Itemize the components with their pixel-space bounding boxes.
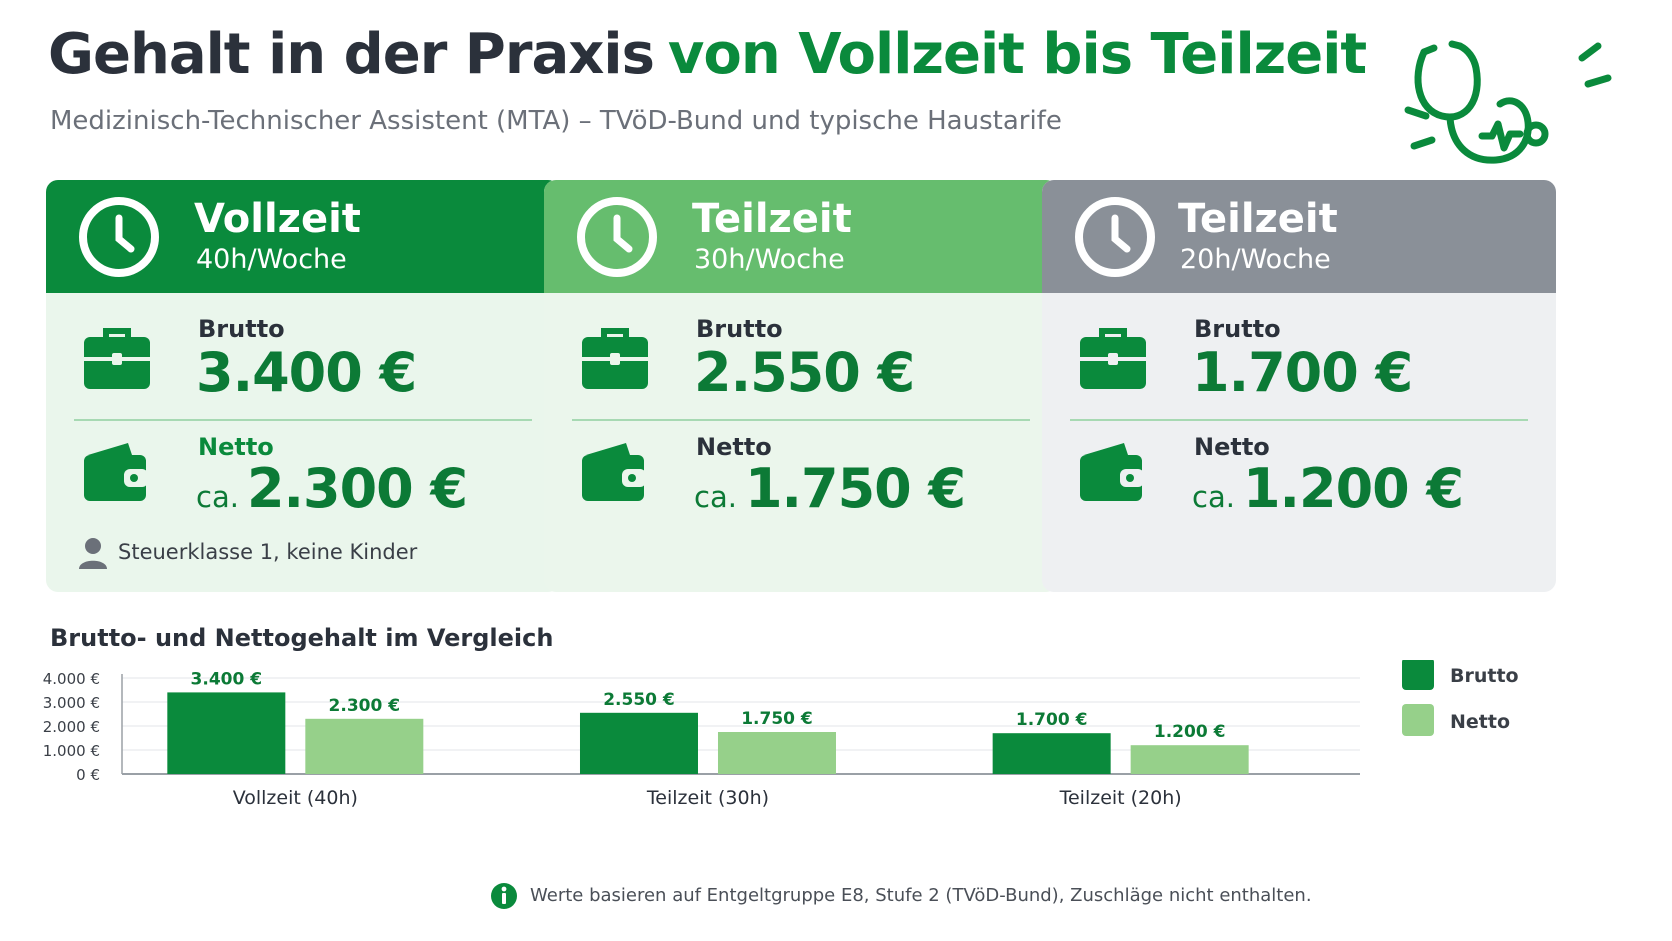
- legend-swatch: [1402, 660, 1434, 690]
- briefcase-icon: [1080, 328, 1146, 389]
- briefcase-icon: [582, 328, 648, 389]
- info-icon: [491, 883, 517, 909]
- page-title: Gehalt in der Praxis von Vollzeit bis Tei…: [48, 22, 1367, 87]
- x-tick-label: Teilzeit (30h): [646, 787, 769, 809]
- y-tick-label: 2.000 €: [43, 718, 100, 736]
- card-title: Teilzeit: [1178, 196, 1338, 242]
- data-label: 3.400 €: [191, 669, 263, 689]
- wallet-icon: [582, 443, 646, 501]
- bar-netto: [305, 718, 424, 774]
- card-divider: [1070, 419, 1528, 421]
- netto-value: 1.200 €: [1242, 457, 1464, 520]
- bar-brutto: [992, 733, 1111, 774]
- netto-row: ca. 1.750 €: [694, 457, 966, 520]
- footnote-text: Werte basieren auf Entgeltgruppe E8, Stu…: [530, 885, 1312, 906]
- data-label: 2.300 €: [329, 696, 401, 716]
- tax-note: Steuerklasse 1, keine Kinder: [78, 537, 417, 569]
- brutto-label: Brutto: [1194, 315, 1281, 343]
- netto-row: ca. 1.200 €: [1192, 457, 1464, 520]
- data-label: 1.750 €: [741, 709, 813, 729]
- bar-netto: [717, 732, 836, 774]
- legend-label: Netto: [1450, 711, 1510, 733]
- netto-approx: ca.: [1192, 480, 1235, 514]
- card-hours: 40h/Woche: [196, 244, 347, 275]
- netto-label: Netto: [696, 433, 772, 461]
- stethoscope-icon: [1404, 40, 1612, 164]
- brutto-value: 1.700 €: [1192, 341, 1413, 404]
- page-subtitle: Medizinisch-Technischer Assistent (MTA) …: [50, 106, 1062, 136]
- y-tick-label: 3.000 €: [43, 694, 100, 712]
- briefcase-icon: [84, 328, 150, 389]
- card-teilzeit-20: Teilzeit 20h/Woche Brutto 1.700 € Netto …: [1042, 180, 1556, 592]
- data-label: 1.200 €: [1154, 722, 1226, 742]
- brutto-label: Brutto: [198, 315, 285, 343]
- data-label: 2.550 €: [603, 690, 675, 710]
- netto-value: 2.300 €: [246, 457, 468, 520]
- title-accent: von Vollzeit bis Teilzeit: [667, 22, 1367, 87]
- card-teilzeit-30: Teilzeit 30h/Woche Brutto 2.550 € Netto …: [544, 180, 1058, 592]
- netto-approx: ca.: [694, 480, 737, 514]
- legend-label: Brutto: [1450, 665, 1519, 687]
- y-tick-label: 1.000 €: [43, 742, 100, 760]
- card-header: Vollzeit 40h/Woche: [46, 180, 560, 293]
- netto-value: 1.750 €: [744, 457, 966, 520]
- card-divider: [74, 419, 532, 421]
- bar-brutto: [167, 692, 286, 774]
- netto-label: Netto: [198, 433, 274, 461]
- legend-swatch: [1402, 704, 1434, 736]
- bar-netto: [1130, 745, 1249, 774]
- netto-label: Netto: [1194, 433, 1270, 461]
- title-main: Gehalt in der Praxis: [48, 22, 655, 87]
- card-divider: [572, 419, 1030, 421]
- card-header: Teilzeit 20h/Woche: [1042, 180, 1556, 293]
- tax-note-text: Steuerklasse 1, keine Kinder: [118, 540, 418, 564]
- card-hours: 20h/Woche: [1180, 244, 1331, 275]
- card-vollzeit: Vollzeit 40h/Woche Brutto 3.400 € Netto …: [46, 180, 560, 592]
- footnote: Werte basieren auf Entgeltgruppe E8, Stu…: [490, 882, 1312, 910]
- card-hours: 30h/Woche: [694, 244, 845, 275]
- data-label: 1.700 €: [1016, 710, 1088, 730]
- netto-row: ca. 2.300 €: [196, 457, 468, 520]
- brutto-value: 3.400 €: [196, 341, 417, 404]
- person-icon: [79, 538, 107, 569]
- y-tick-label: 4.000 €: [43, 670, 100, 688]
- bar-chart: 0 € 1.000 € 2.000 € 3.000 € 4.000 € 3.400 € 2.…: [43, 660, 1519, 809]
- wallet-icon: [84, 443, 148, 501]
- wallet-icon: [1080, 443, 1144, 501]
- x-tick-label: Teilzeit (20h): [1059, 787, 1182, 809]
- netto-approx: ca.: [196, 480, 239, 514]
- bar-brutto: [579, 712, 698, 774]
- clock-icon: [1075, 197, 1155, 277]
- y-tick-label: 0 €: [76, 766, 100, 784]
- card-title: Teilzeit: [692, 196, 852, 242]
- chart-title: Brutto- und Nettogehalt im Vergleich: [50, 624, 554, 652]
- clock-icon: [577, 197, 657, 277]
- card-title: Vollzeit: [194, 196, 361, 242]
- card-header: Teilzeit 30h/Woche: [544, 180, 1058, 293]
- brutto-label: Brutto: [696, 315, 783, 343]
- x-tick-label: Vollzeit (40h): [233, 787, 358, 809]
- clock-icon: [79, 197, 159, 277]
- brutto-value: 2.550 €: [694, 341, 915, 404]
